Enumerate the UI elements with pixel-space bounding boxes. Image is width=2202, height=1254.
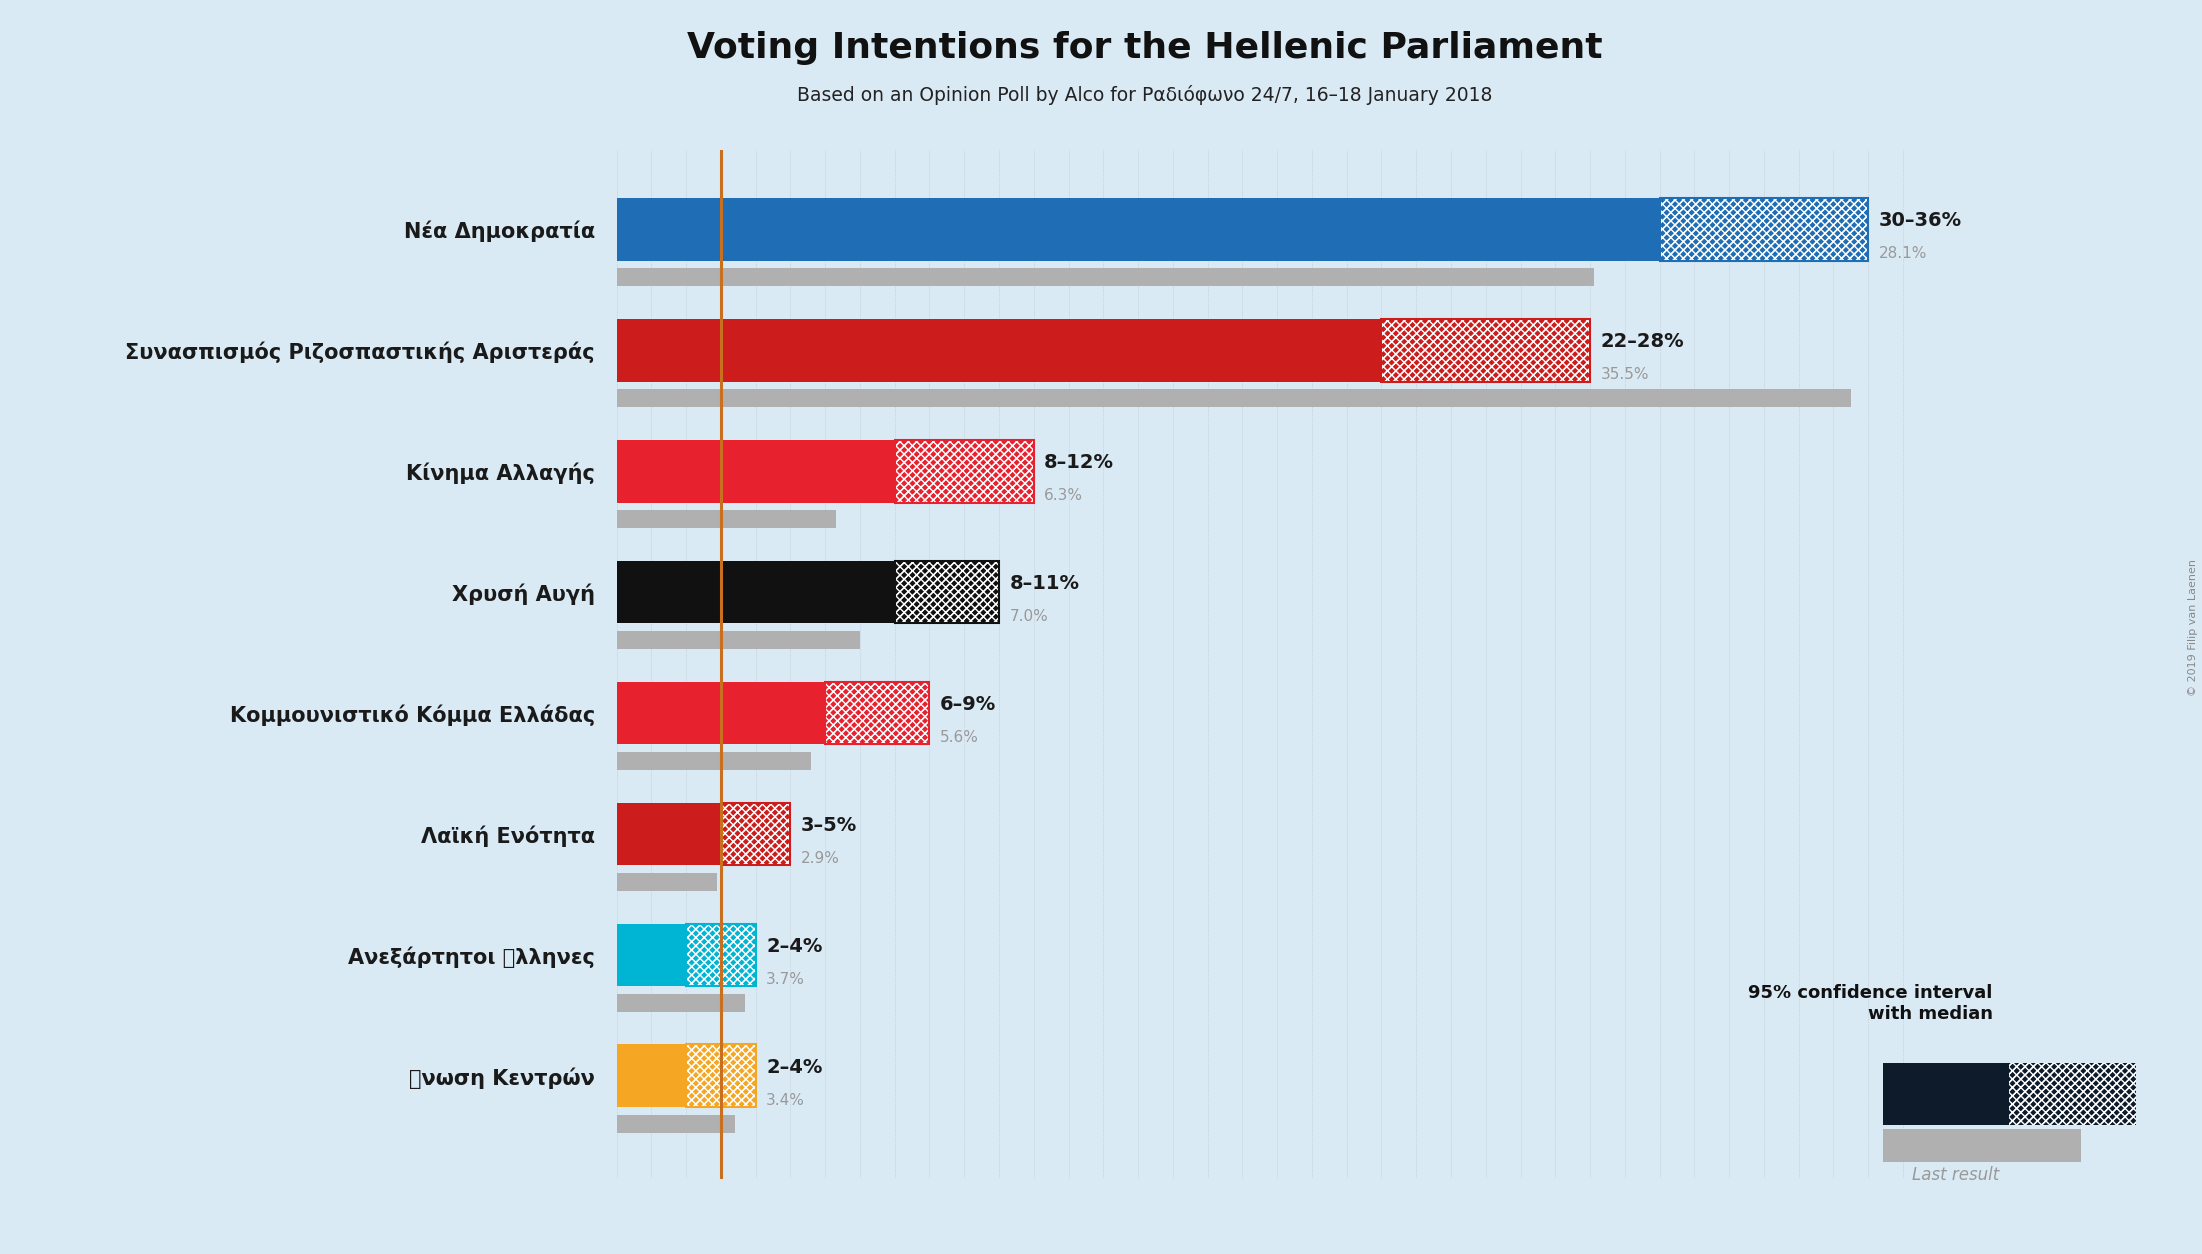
Bar — [894, 561, 1000, 623]
Bar — [617, 561, 894, 623]
Bar — [2008, 1063, 2136, 1125]
Text: 2.9%: 2.9% — [802, 850, 839, 865]
Bar — [687, 923, 755, 987]
Bar — [894, 440, 1033, 503]
Bar — [1381, 319, 1590, 381]
Bar — [1660, 198, 1867, 261]
Text: 3–5%: 3–5% — [802, 816, 857, 835]
Text: 7.0%: 7.0% — [1009, 608, 1048, 623]
Bar — [894, 440, 1033, 503]
Bar — [826, 682, 929, 745]
Bar — [1381, 319, 1590, 381]
Bar — [687, 923, 755, 987]
Bar — [617, 319, 1381, 381]
Text: 6–9%: 6–9% — [940, 695, 995, 714]
Text: 3.7%: 3.7% — [766, 972, 806, 987]
Text: 6.3%: 6.3% — [1044, 488, 1083, 503]
Text: 2–4%: 2–4% — [766, 937, 821, 956]
Bar — [720, 803, 791, 865]
Bar — [1381, 319, 1590, 381]
Bar — [617, 389, 1852, 408]
Bar — [894, 561, 1000, 623]
Bar — [687, 1045, 755, 1107]
Bar — [720, 803, 791, 865]
Bar — [720, 803, 791, 865]
Bar — [1381, 319, 1590, 381]
Bar — [687, 1045, 755, 1107]
Bar — [894, 440, 1033, 503]
Text: Last result: Last result — [1911, 1166, 1999, 1184]
Bar — [617, 993, 744, 1012]
Text: Voting Intentions for the Hellenic Parliament: Voting Intentions for the Hellenic Parli… — [687, 31, 1603, 65]
Bar — [617, 1045, 687, 1107]
Bar — [1660, 198, 1867, 261]
Bar — [1883, 1063, 2008, 1125]
Bar — [617, 682, 826, 745]
Text: 3.4%: 3.4% — [766, 1092, 806, 1107]
Text: 8–11%: 8–11% — [1009, 574, 1079, 593]
Bar — [617, 923, 687, 987]
Bar — [2008, 1063, 2136, 1125]
Text: 2–4%: 2–4% — [766, 1058, 821, 1077]
Text: 35.5%: 35.5% — [1601, 366, 1649, 381]
Bar — [617, 1115, 735, 1132]
Text: 30–36%: 30–36% — [1878, 211, 1962, 231]
Bar — [687, 1045, 755, 1107]
Bar — [687, 1045, 755, 1107]
Text: © 2019 Filip van Laenen: © 2019 Filip van Laenen — [2187, 558, 2198, 696]
Bar — [617, 198, 1660, 261]
Bar — [617, 873, 718, 890]
Text: 28.1%: 28.1% — [1878, 246, 1927, 261]
Text: 22–28%: 22–28% — [1601, 332, 1685, 351]
Bar — [894, 440, 1033, 503]
Bar — [617, 631, 861, 648]
Bar — [826, 682, 929, 745]
Bar — [617, 751, 810, 770]
Text: 5.6%: 5.6% — [940, 730, 978, 745]
Text: Based on an Opinion Poll by Alco for Ραδιόφωνο 24/7, 16–18 January 2018: Based on an Opinion Poll by Alco for Ραδ… — [797, 85, 1493, 105]
Text: 8–12%: 8–12% — [1044, 453, 1114, 472]
Bar — [617, 803, 720, 865]
Bar — [1660, 198, 1867, 261]
Text: 95% confidence interval
with median: 95% confidence interval with median — [1748, 984, 1993, 1023]
Bar — [2008, 1063, 2136, 1125]
Bar — [617, 440, 894, 503]
Bar — [720, 803, 791, 865]
Bar — [826, 682, 929, 745]
Bar — [826, 682, 929, 745]
Bar — [894, 561, 1000, 623]
Bar — [617, 268, 1594, 286]
Bar — [617, 510, 835, 528]
Bar — [687, 923, 755, 987]
Bar — [894, 561, 1000, 623]
Bar — [687, 923, 755, 987]
Bar — [1660, 198, 1867, 261]
